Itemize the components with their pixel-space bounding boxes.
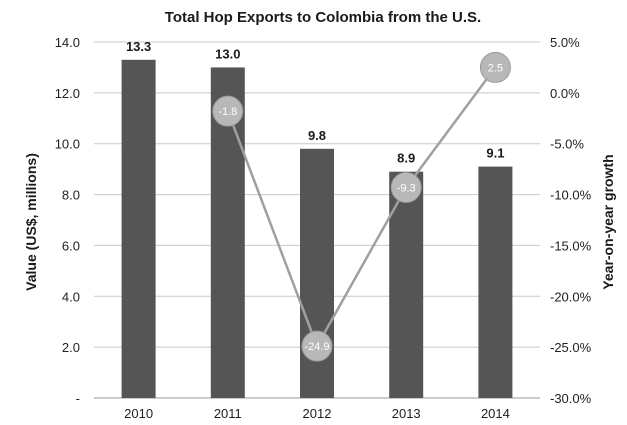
growth-marker <box>212 95 244 127</box>
y2-tick-label: -25.0% <box>550 340 592 355</box>
y2-tick-label: 0.0% <box>550 86 580 101</box>
y-tick-label: 8.0 <box>62 188 80 203</box>
bar <box>121 59 156 399</box>
y-tick-label: 6.0 <box>62 238 80 253</box>
x-tick-label: 2014 <box>481 406 510 421</box>
bar-value-label: 13.3 <box>126 39 151 54</box>
bar-value-label: 9.1 <box>486 146 504 161</box>
growth-value-label: -9.3 <box>397 182 416 194</box>
y2-tick-label: 5.0% <box>550 35 580 50</box>
bar-value-label: 9.8 <box>308 128 326 143</box>
y2-axis-title: Year-on-year growth <box>600 154 616 289</box>
x-tick-label: 2012 <box>303 406 332 421</box>
growth-marker <box>390 171 422 203</box>
growth-marker <box>479 51 511 83</box>
growth-polyline <box>226 66 497 350</box>
growth-line: -1.8 -24.9 -9.3 2.5 <box>212 51 511 362</box>
y2-tick-label: -5.0% <box>550 137 584 152</box>
bar-value-label: 13.0 <box>215 46 240 61</box>
y-tick-label: 4.0 <box>62 289 80 304</box>
chart-title: Total Hop Exports to Colombia from the U… <box>165 9 481 26</box>
x-tick-label: 2011 <box>214 406 242 421</box>
y2-tick-label: -20.0% <box>550 289 592 304</box>
bar <box>478 166 513 398</box>
bar-value-label: 8.9 <box>397 151 415 166</box>
growth-value-label: -1.8 <box>218 106 237 118</box>
y-axis-title: Value (US$, millions) <box>23 153 39 291</box>
y2-tick-label: -30.0% <box>550 391 592 406</box>
y-tick-label: 14.0 <box>55 35 80 50</box>
y-tick-label: - <box>76 391 80 406</box>
bar <box>389 171 424 398</box>
y-tick-label: 2.0 <box>62 340 80 355</box>
y2-tick-label: -10.0% <box>550 188 592 203</box>
y-tick-label: 10.0 <box>55 137 80 152</box>
growth-value-label: 2.5 <box>488 62 503 74</box>
y2-tick-label: -15.0% <box>550 238 592 253</box>
growth-marker <box>301 330 333 362</box>
x-tick-label: 2013 <box>392 406 421 421</box>
x-tick-label: 2010 <box>124 406 153 421</box>
growth-value-label: -24.9 <box>304 341 329 353</box>
axis-ticks: - 2.0 4.0 6.0 8.0 10.0 12.0 14.0 -30.0% -25.0% -20… <box>55 35 592 421</box>
y-tick-label: 12.0 <box>55 86 80 101</box>
